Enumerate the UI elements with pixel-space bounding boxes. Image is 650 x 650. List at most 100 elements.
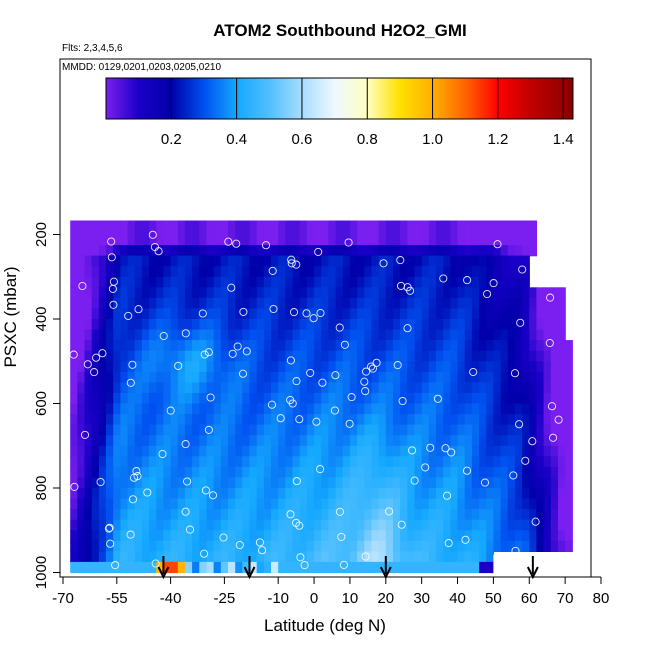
heat-cell xyxy=(263,498,272,510)
heat-cell xyxy=(278,509,286,521)
heat-cell xyxy=(278,350,286,362)
heat-cell xyxy=(220,561,229,574)
heat-cell xyxy=(184,519,193,531)
observation-marker xyxy=(360,377,369,386)
heat-cell xyxy=(414,509,423,521)
heat-cell xyxy=(235,498,243,510)
heat-cell xyxy=(113,519,121,531)
heat-cell xyxy=(522,350,530,362)
heat-cell xyxy=(393,276,401,288)
heat-cell xyxy=(149,488,157,500)
heat-cell xyxy=(558,297,566,310)
heat-cell xyxy=(514,509,523,521)
heat-cell xyxy=(550,382,559,394)
heat-cell xyxy=(249,435,258,447)
heat-cell xyxy=(149,340,157,352)
heat-cell xyxy=(163,308,172,320)
heat-cell xyxy=(228,488,236,500)
heat-cell xyxy=(263,445,272,457)
heat-cell xyxy=(335,540,344,552)
heat-cell xyxy=(385,424,394,436)
heat-cell xyxy=(91,445,100,457)
heat-cell xyxy=(256,530,265,542)
heat-cell xyxy=(450,308,459,320)
heat-cell xyxy=(385,220,394,246)
heat-cell xyxy=(421,551,430,563)
heat-cell xyxy=(493,456,502,468)
heat-cell xyxy=(349,498,358,510)
heat-cell xyxy=(70,403,78,415)
heat-cell xyxy=(500,361,509,373)
heat-cell xyxy=(543,414,552,426)
heat-cell xyxy=(342,287,351,299)
heat-cell xyxy=(220,255,229,267)
heat-cell xyxy=(464,287,473,299)
heat-cell xyxy=(342,329,351,341)
heat-cell xyxy=(522,319,530,331)
heat-cell xyxy=(141,220,150,246)
observation-marker xyxy=(292,260,301,269)
heat-cell xyxy=(199,276,208,288)
heat-cell xyxy=(184,540,193,552)
heat-cell xyxy=(235,403,243,415)
heat-cell xyxy=(278,392,286,405)
heat-cell xyxy=(278,424,286,436)
heat-cell xyxy=(385,392,394,405)
observation-marker xyxy=(372,358,381,367)
heat-cell xyxy=(328,220,337,246)
heat-cell xyxy=(156,276,165,288)
heat-cell xyxy=(464,414,473,426)
heat-cell xyxy=(98,414,107,426)
heat-cell xyxy=(514,287,523,299)
heat-cell xyxy=(471,466,480,479)
heat-cell xyxy=(306,382,315,394)
heat-cell xyxy=(134,498,143,510)
heat-cell xyxy=(450,561,459,574)
heat-cell xyxy=(421,220,430,246)
heat-cell xyxy=(349,456,358,468)
heat-cell xyxy=(457,519,466,531)
heat-cell xyxy=(342,403,351,415)
heat-cell xyxy=(321,435,329,447)
heat-cell xyxy=(113,445,121,457)
heat-cell xyxy=(522,403,530,415)
heat-cell xyxy=(263,392,272,405)
heat-cell xyxy=(507,308,516,320)
heat-cell xyxy=(378,540,387,552)
heat-cell xyxy=(514,519,523,531)
heat-cell xyxy=(479,519,487,531)
heat-cell xyxy=(299,424,308,436)
heat-cell xyxy=(98,245,107,257)
heat-cell xyxy=(213,266,222,278)
heat-cell xyxy=(141,329,150,341)
heat-cell xyxy=(184,276,193,288)
heat-cell xyxy=(536,466,545,479)
heat-cell xyxy=(400,266,408,278)
heat-cell xyxy=(436,530,444,542)
colorbar-ticks: 0.2 0.4 0.6 0.8 1.0 1.2 1.4 xyxy=(161,78,574,148)
heat-cell xyxy=(213,477,222,489)
heat-cell xyxy=(443,488,451,500)
heat-cell xyxy=(249,424,258,436)
heat-cell xyxy=(464,266,473,278)
heat-cell xyxy=(127,435,136,447)
heat-cell xyxy=(421,477,430,489)
heat-cell xyxy=(443,382,451,394)
heat-cell xyxy=(529,297,538,310)
observation-marker xyxy=(80,430,90,439)
heat-cell xyxy=(321,414,329,426)
heat-cell xyxy=(314,308,322,320)
heat-cell xyxy=(220,319,229,331)
heat-cell xyxy=(177,540,186,552)
observation-marker xyxy=(403,324,412,333)
heat-cell xyxy=(220,519,229,531)
observation-marker xyxy=(204,348,213,357)
heat-cell xyxy=(342,519,351,531)
heat-cell xyxy=(199,509,208,521)
heat-cell xyxy=(543,297,552,310)
heat-cell xyxy=(357,266,365,278)
heat-cell xyxy=(385,414,394,426)
observation-marker xyxy=(181,440,190,449)
heat-cell xyxy=(278,220,286,246)
observation-marker xyxy=(345,419,354,428)
